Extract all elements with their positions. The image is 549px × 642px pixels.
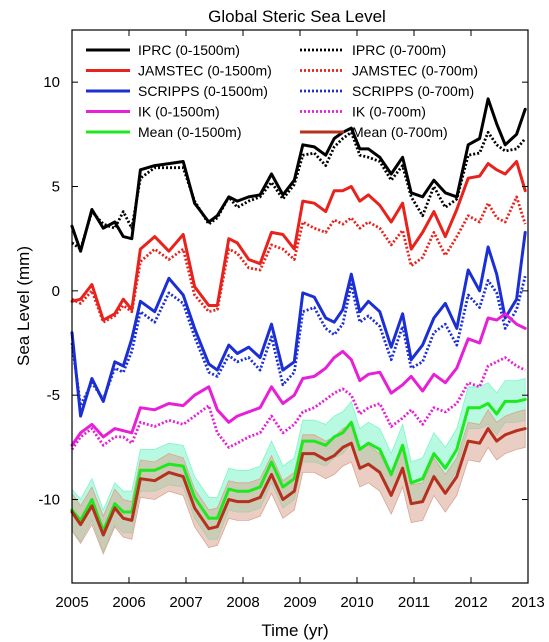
series-line-iprc-0-700m bbox=[71, 130, 527, 251]
legend: IPRC (0-1500m) IPRC (0-700m) JAMSTEC (0-15… bbox=[86, 42, 478, 140]
y-tick-label: 5 bbox=[52, 179, 60, 196]
legend-label-iprc-0-1500m: IPRC (0-1500m) bbox=[138, 42, 240, 58]
x-axis-label: Time (yr) bbox=[261, 621, 328, 640]
series-line-iprc-0-1500m bbox=[70, 97, 527, 253]
legend-label-mean-0-700m: Mean (0-700m) bbox=[352, 124, 448, 140]
series-line-jamstec-0-700m bbox=[71, 195, 527, 324]
legend-label-mean-0-1500m: Mean (0-1500m) bbox=[138, 124, 242, 140]
series-lines bbox=[70, 97, 527, 537]
legend-label-scripps-0-700m: SCRIPPS (0-700m) bbox=[352, 83, 474, 99]
legend-label-jamstec-0-1500m: JAMSTEC (0-1500m) bbox=[138, 63, 272, 79]
x-tick-label: 2012 bbox=[454, 594, 487, 611]
x-tick-label: 2006 bbox=[112, 594, 145, 611]
x-tick-label: 2005 bbox=[55, 594, 88, 611]
y-tick-label: -10 bbox=[38, 492, 60, 509]
y-axis-label: Sea Level (mm) bbox=[14, 246, 33, 366]
x-tick-label: 2011 bbox=[398, 594, 430, 611]
x-axis: 2005 2006 2007 2008 2009 2010 2011 2012 2013 bbox=[55, 30, 545, 611]
y-axis: -10 -5 0 5 10 bbox=[38, 74, 528, 509]
x-tick-label: 2007 bbox=[169, 594, 202, 611]
series-line-scripps-0-1500m bbox=[70, 230, 527, 418]
legend-label-scripps-0-1500m: SCRIPPS (0-1500m) bbox=[138, 83, 268, 99]
chart-title: Global Steric Sea Level bbox=[208, 7, 386, 26]
x-tick-label: 2008 bbox=[226, 594, 259, 611]
legend-label-ik-0-1500m: IK (0-1500m) bbox=[138, 104, 220, 120]
series-line-ik-0-700m bbox=[70, 356, 526, 451]
series-line-mean-0-1500m bbox=[70, 397, 527, 533]
series-line-scripps-0-700m bbox=[70, 275, 527, 408]
x-tick-label: 2010 bbox=[340, 594, 373, 611]
x-tick-label: 2013 bbox=[511, 594, 544, 611]
series-line-jamstec-0-1500m bbox=[70, 160, 527, 322]
y-tick-label: -5 bbox=[47, 387, 60, 404]
legend-label-jamstec-0-700m: JAMSTEC (0-700m) bbox=[352, 63, 478, 79]
y-tick-label: 0 bbox=[52, 283, 60, 300]
x-tick-label: 2009 bbox=[283, 594, 316, 611]
series-line-ik-0-1500m bbox=[70, 312, 527, 447]
band-mean-0-700m bbox=[71, 409, 526, 555]
y-tick-label: 10 bbox=[43, 74, 60, 91]
legend-label-ik-0-700m: IK (0-700m) bbox=[352, 104, 426, 120]
series-line-mean-0-700m bbox=[70, 427, 527, 537]
legend-label-iprc-0-700m: IPRC (0-700m) bbox=[352, 42, 446, 58]
